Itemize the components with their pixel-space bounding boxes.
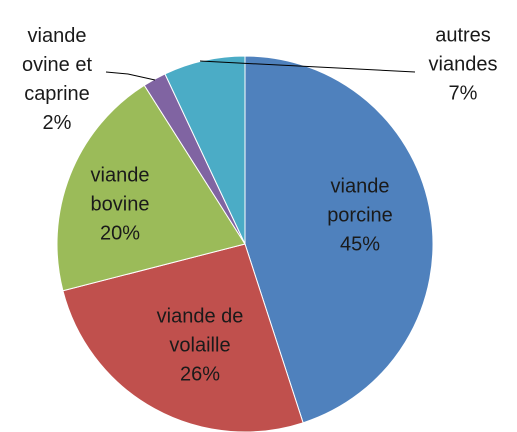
category-label: viande bovine — [90, 164, 150, 216]
category-label: viande porcine — [327, 175, 393, 227]
slice-label: autres viandes 7% — [408, 22, 517, 109]
value-label: 20% — [99, 222, 141, 245]
value-label: 26% — [179, 363, 221, 386]
value-label: 7% — [448, 82, 478, 105]
category-label: viande ovine et caprine — [21, 25, 93, 105]
leader-line — [199, 60, 416, 73]
value-label: 45% — [339, 233, 381, 256]
pie-slice — [244, 55, 434, 424]
slice-label: viande de volaille 26% — [155, 303, 245, 390]
slice-label: viande bovine 20% — [75, 162, 165, 249]
value-label: 2% — [42, 112, 72, 134]
category-label: autres viandes — [428, 24, 498, 76]
slice-label: viande ovine et caprine 2% — [2, 22, 112, 138]
leader-line — [105, 71, 156, 81]
category-label: viande de volaille — [156, 305, 244, 357]
pie-slice — [56, 84, 246, 292]
slice-label: viande porcine 45% — [310, 173, 410, 260]
pie-slice — [62, 243, 304, 432]
pie-slice — [164, 55, 246, 245]
